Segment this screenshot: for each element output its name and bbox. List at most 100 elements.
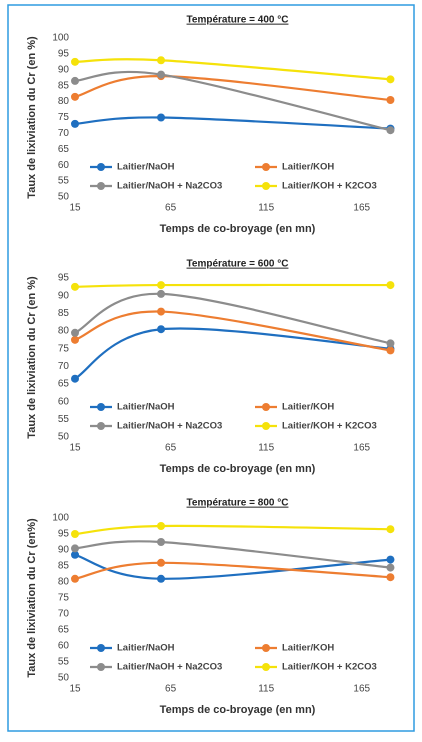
- point: [157, 558, 166, 567]
- point: [71, 119, 79, 128]
- point: [386, 126, 395, 135]
- legend-label: Laitier/KOH + K2CO3: [282, 662, 377, 673]
- y-tick-label: 50: [58, 432, 70, 443]
- x-tick-label: 115: [258, 443, 274, 454]
- x-tick-label: 65: [165, 684, 177, 695]
- x-axis-title: Temps de co-broyage (en mn): [160, 223, 316, 235]
- y-tick-label: 95: [58, 49, 70, 60]
- legend-marker: [262, 644, 270, 652]
- x-tick-label: 165: [353, 443, 370, 454]
- y-tick-label: 85: [58, 561, 70, 572]
- point: [71, 574, 79, 583]
- y-tick-label: 55: [58, 414, 70, 425]
- y-tick-label: 80: [58, 326, 70, 337]
- point: [386, 573, 395, 582]
- series-line: [74, 292, 391, 345]
- point: [386, 555, 395, 564]
- series-line: [74, 70, 391, 132]
- series-line: [74, 58, 391, 81]
- series-line: [74, 116, 391, 130]
- point: [71, 550, 79, 559]
- y-tick-label: 90: [58, 64, 70, 75]
- y-tick-label: 85: [58, 308, 70, 319]
- point: [71, 544, 79, 553]
- legend-marker: [262, 163, 270, 171]
- legend-label: Laitier/NaOH: [117, 643, 175, 654]
- y-tick-label: 95: [58, 273, 70, 284]
- series-line: [74, 75, 391, 102]
- x-tick-label: 165: [353, 203, 370, 214]
- point: [71, 328, 79, 337]
- y-tick-label: 55: [58, 176, 70, 187]
- y-tick-label: 70: [58, 128, 70, 139]
- y-tick-label: 70: [58, 609, 70, 620]
- point: [71, 57, 79, 66]
- y-tick-label: 75: [58, 112, 70, 123]
- legend-label: Laitier/KOH: [282, 402, 334, 413]
- y-tick-label: 70: [58, 361, 70, 372]
- y-tick-label: 60: [58, 641, 70, 652]
- y-tick-label: 75: [58, 343, 70, 354]
- point: [386, 75, 395, 84]
- legend-marker: [97, 163, 105, 171]
- y-tick-label: 80: [58, 96, 70, 107]
- legend-marker: [262, 403, 270, 411]
- point: [157, 113, 166, 122]
- y-tick-label: 65: [58, 625, 70, 636]
- series-line: [74, 283, 391, 288]
- point: [386, 563, 395, 572]
- point: [71, 335, 79, 344]
- x-tick-label: 65: [165, 203, 177, 214]
- point: [386, 346, 395, 355]
- legend-label: Laitier/KOH + K2CO3: [282, 421, 377, 432]
- point: [386, 339, 395, 348]
- legend-label: Laitier/NaOH + Na2CO3: [117, 662, 222, 673]
- legend-label: Laitier/NaOH + Na2CO3: [117, 421, 222, 432]
- y-axis-title: Taux de lixiviation du Cr (en %): [26, 276, 38, 439]
- y-tick-label: 65: [58, 144, 70, 155]
- x-tick-label: 115: [258, 203, 274, 214]
- series-line: [74, 561, 391, 580]
- legend-marker: [97, 403, 105, 411]
- y-tick-label: 100: [52, 33, 69, 44]
- chart-title: Température = 600 °C: [187, 259, 289, 270]
- y-tick-label: 60: [58, 396, 70, 407]
- y-axis-title: Taux de lixiviation du Cr (en %): [26, 36, 38, 199]
- series-line: [74, 540, 391, 569]
- y-tick-label: 60: [58, 160, 70, 171]
- point: [386, 525, 395, 534]
- legend-marker: [262, 182, 270, 190]
- chart-title: Température = 400 °C: [187, 15, 289, 26]
- legend-marker: [97, 644, 105, 652]
- y-tick-label: 100: [52, 513, 69, 524]
- point: [157, 538, 166, 546]
- chart-title: Température = 800 °C: [187, 498, 289, 509]
- x-tick-label: 15: [69, 443, 81, 454]
- point: [71, 92, 79, 101]
- y-tick-label: 90: [58, 290, 70, 301]
- series-line: [74, 524, 391, 536]
- point: [157, 289, 166, 298]
- point: [71, 282, 79, 291]
- y-tick-label: 75: [58, 593, 70, 604]
- series-line: [74, 327, 391, 380]
- x-tick-label: 165: [353, 684, 370, 695]
- legend-marker: [97, 422, 105, 430]
- legend-marker: [262, 422, 270, 430]
- y-tick-label: 90: [58, 545, 70, 556]
- y-axis-title: Taux de lixiviation du Cr (en%): [26, 518, 38, 678]
- series-line: [74, 553, 391, 580]
- legend-label: Laitier/KOH: [282, 643, 334, 654]
- legend-label: Laitier/KOH: [282, 162, 334, 173]
- y-tick-label: 50: [58, 673, 70, 684]
- point: [157, 574, 166, 583]
- legend-marker: [262, 663, 270, 671]
- point: [71, 374, 79, 383]
- y-tick-label: 80: [58, 577, 70, 588]
- y-tick-label: 85: [58, 80, 70, 91]
- y-tick-label: 55: [58, 657, 70, 668]
- legend-marker: [97, 663, 105, 671]
- point: [157, 325, 166, 334]
- y-tick-label: 50: [58, 192, 70, 203]
